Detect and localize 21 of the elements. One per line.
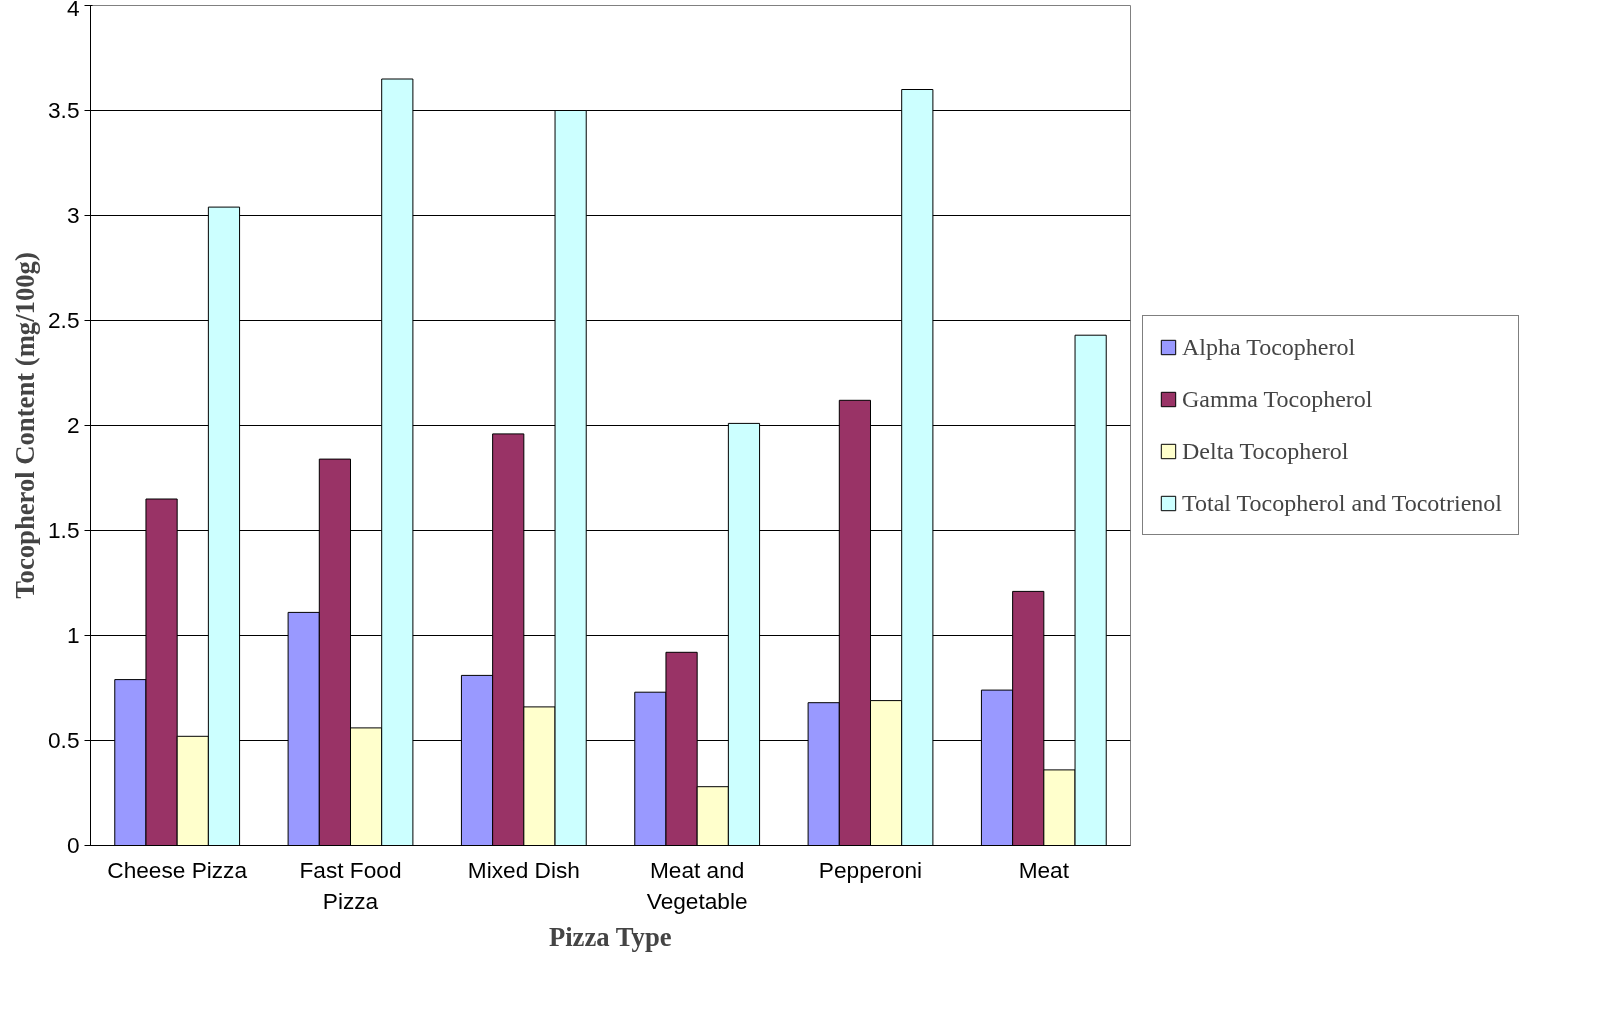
x-tick-label: Pepperoni (818, 856, 923, 883)
legend-label: Gamma Tocopherol (1182, 384, 1373, 414)
x-tick-label: Cheese Pizza (107, 856, 248, 883)
y-tick-label: 0 (66, 832, 80, 858)
x-tick-label: Meat (1018, 856, 1070, 883)
legend-label: Total Tocopherol and Tocotrienol (1182, 488, 1502, 518)
y-tick-label: 4 (66, 0, 80, 21)
y-tick-label: 2.5 (48, 307, 80, 333)
y-tick-label: 3 (66, 202, 80, 228)
y-axis-title: Tocopherol Content (mg/100g) (10, 252, 40, 599)
y-tick-label: 3.5 (48, 97, 80, 123)
y-tick-label: 1.5 (48, 517, 80, 543)
x-tick-label: Mixed Dish (467, 856, 580, 883)
y-tick-label: 0.5 (48, 727, 80, 753)
y-tick-label: 2 (66, 412, 80, 438)
legend-label: Alpha Tocopherol (1182, 332, 1356, 362)
y-tick-label: 1 (66, 622, 80, 648)
x-tick-label: Meat and Vegetable (646, 856, 748, 914)
x-axis-title: Pizza Type (548, 921, 672, 952)
legend-label: Delta Tocopherol (1182, 436, 1349, 466)
x-tick-label: Fast Food Pizza (299, 856, 402, 914)
